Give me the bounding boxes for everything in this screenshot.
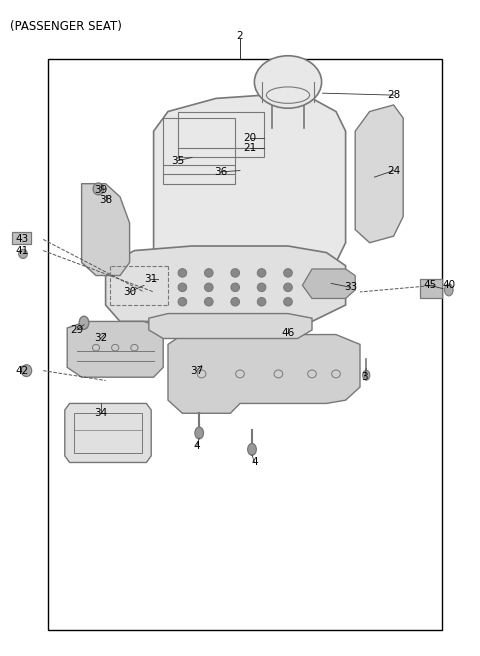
- Text: 32: 32: [94, 333, 108, 344]
- Ellipse shape: [19, 249, 27, 258]
- Ellipse shape: [195, 427, 204, 439]
- Ellipse shape: [178, 283, 187, 291]
- Polygon shape: [149, 314, 312, 338]
- Polygon shape: [106, 246, 346, 321]
- Text: 30: 30: [123, 287, 136, 297]
- Polygon shape: [154, 95, 346, 276]
- Ellipse shape: [363, 370, 370, 380]
- Text: 35: 35: [171, 155, 184, 166]
- Text: 31: 31: [144, 274, 158, 284]
- Polygon shape: [355, 105, 403, 243]
- Text: 40: 40: [442, 280, 456, 291]
- Polygon shape: [67, 321, 163, 377]
- Ellipse shape: [284, 268, 292, 277]
- Ellipse shape: [178, 268, 187, 277]
- Text: 28: 28: [387, 90, 400, 100]
- Text: 33: 33: [344, 282, 357, 293]
- Text: 36: 36: [214, 167, 228, 177]
- Text: 20: 20: [243, 133, 256, 143]
- Ellipse shape: [79, 316, 89, 329]
- Text: 4: 4: [251, 457, 258, 468]
- Text: 34: 34: [94, 408, 108, 419]
- Ellipse shape: [21, 365, 32, 377]
- Polygon shape: [65, 403, 151, 462]
- FancyBboxPatch shape: [12, 232, 31, 244]
- Text: 4: 4: [193, 441, 200, 451]
- Text: 43: 43: [15, 234, 28, 245]
- Text: 41: 41: [15, 245, 28, 256]
- Polygon shape: [168, 335, 360, 413]
- Ellipse shape: [284, 297, 292, 306]
- Polygon shape: [82, 184, 130, 276]
- Ellipse shape: [231, 297, 240, 306]
- Text: (PASSENGER SEAT): (PASSENGER SEAT): [10, 20, 121, 33]
- Ellipse shape: [444, 284, 453, 296]
- Text: 42: 42: [15, 365, 28, 376]
- Ellipse shape: [254, 56, 322, 108]
- Ellipse shape: [257, 283, 266, 291]
- Ellipse shape: [257, 268, 266, 277]
- Text: 39: 39: [94, 185, 108, 195]
- Text: 3: 3: [361, 372, 368, 382]
- Ellipse shape: [231, 268, 240, 277]
- Text: 37: 37: [190, 365, 204, 376]
- Ellipse shape: [284, 283, 292, 291]
- Ellipse shape: [204, 268, 213, 277]
- Ellipse shape: [93, 183, 104, 195]
- Text: 46: 46: [281, 327, 295, 338]
- Ellipse shape: [204, 283, 213, 291]
- Text: 2: 2: [237, 31, 243, 41]
- Text: 21: 21: [243, 142, 256, 153]
- Text: 29: 29: [70, 325, 84, 335]
- Text: 24: 24: [387, 165, 400, 176]
- Text: 45: 45: [423, 280, 436, 291]
- Ellipse shape: [257, 297, 266, 306]
- Ellipse shape: [178, 297, 187, 306]
- Ellipse shape: [204, 297, 213, 306]
- Polygon shape: [302, 269, 355, 298]
- FancyBboxPatch shape: [420, 279, 442, 298]
- Ellipse shape: [231, 283, 240, 291]
- Text: 38: 38: [99, 195, 112, 205]
- Ellipse shape: [248, 443, 256, 455]
